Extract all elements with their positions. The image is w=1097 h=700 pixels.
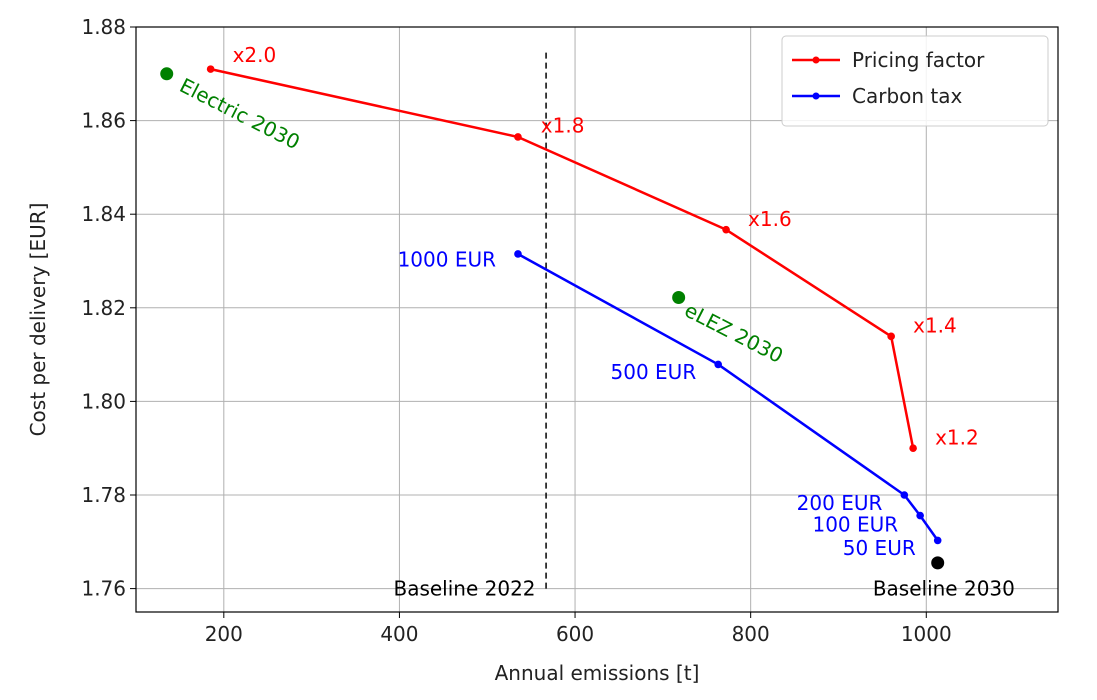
y-tick-label: 1.78 [81,483,126,507]
marker-elez-2030 [672,291,686,305]
series-point-pricing-factor [909,444,917,453]
annotation-label: 200 EUR [797,491,883,515]
x-tick-label: 1000 [901,622,952,646]
y-tick-label: 1.84 [81,202,126,226]
marker-layer [160,67,945,570]
annotation-label: 1000 EUR [398,248,497,272]
annotation-label: x1.6 [748,207,792,231]
x-axis-title: Annual emissions [t] [495,661,700,685]
y-axis-title: Cost per delivery [EUR] [26,203,50,437]
x-tick-label: 800 [732,622,770,646]
legend-label-pricing-factor: Pricing factor [852,48,985,72]
legend-label-carbon-tax: Carbon tax [852,84,963,108]
series-point-pricing-factor [206,65,215,73]
legend-marker-pricing-factor [812,56,820,64]
annotation-label: Baseline 2022 [393,577,535,601]
x-tick-label: 600 [556,622,594,646]
marker-electric-2030 [160,67,174,81]
y-tick-label: 1.86 [81,109,126,133]
y-tick-label: 1.76 [81,577,126,601]
annotation-label: x1.4 [913,314,957,338]
annotation-label: Baseline 2030 [873,577,1015,601]
plot-frame [135,26,1059,613]
series-point-carbon-tax [514,250,522,258]
series-point-pricing-factor [887,332,895,341]
legend-box [781,35,1049,127]
legend: Pricing factor Carbon tax [781,35,1049,127]
y-tick-label: 1.88 [81,15,126,39]
annotation-label: 100 EUR [812,513,898,537]
annotation-label: 50 EUR [843,536,916,560]
annotation-label: x2.0 [233,43,277,67]
annotation-label: 500 EUR [611,360,697,384]
series-point-carbon-tax [714,360,722,369]
annotation-label: x1.2 [935,425,979,449]
x-tick-label: 200 [205,622,243,646]
series-point-carbon-tax [933,536,942,545]
y-tick-label: 1.82 [81,296,126,320]
y-tick-label: 1.80 [81,389,126,413]
series-layer [206,65,942,545]
series-point-pricing-factor [514,133,522,141]
annotation-label: x1.8 [541,113,585,137]
axis-ticks: 200 400 600 800 1000 1.76 1.78 1.80 1.82 1.84 1.86… [81,15,951,646]
series-point-carbon-tax [916,511,924,520]
series-point-carbon-tax [900,491,909,499]
x-tick-label: 400 [380,622,418,646]
legend-marker-carbon-tax [812,92,820,100]
marker-baseline-2030 [931,556,945,570]
series-point-pricing-factor [722,225,730,234]
